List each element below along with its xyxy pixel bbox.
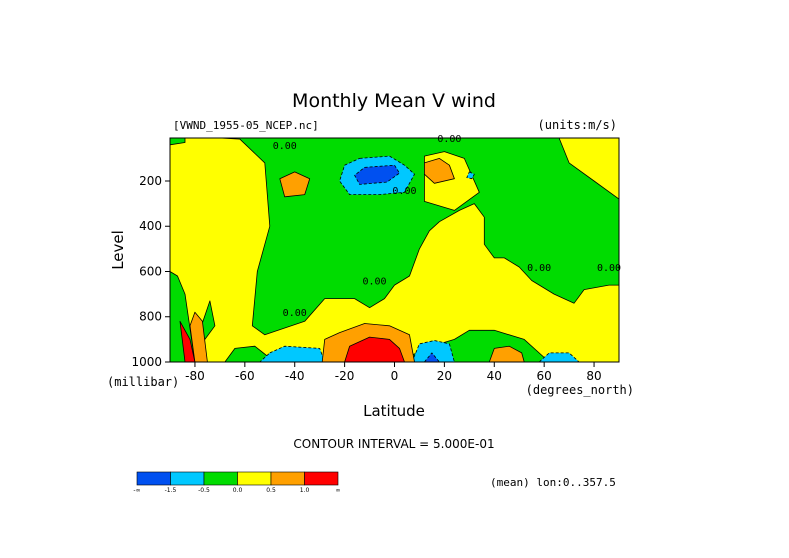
x-tick-label-4: 0 bbox=[391, 369, 399, 383]
contour-labels: 0.00 0.00 0.00 0.00 0.00 0.00 0.00 bbox=[273, 134, 621, 319]
colorbar-label-4: 0.5 bbox=[266, 487, 276, 494]
x-axis-unit: (degrees_north) bbox=[526, 383, 634, 397]
x-tick-label-2: -40 bbox=[285, 369, 305, 383]
contour-region-14 bbox=[423, 157, 455, 184]
chart-title: Monthly Mean V wind bbox=[292, 90, 496, 112]
y-tick-label-4: 1000 bbox=[131, 355, 162, 369]
colorbar-label-6: ∞ bbox=[336, 487, 341, 494]
contour-region-7 bbox=[354, 164, 400, 185]
contour-region-13 bbox=[279, 171, 311, 198]
colorbar-label-5: 1.0 bbox=[300, 487, 310, 494]
contour-region-12 bbox=[466, 171, 475, 180]
contour-label-4: 0.00 bbox=[283, 308, 307, 319]
x-tick-label-6: 40 bbox=[487, 369, 502, 383]
y-tick-label-1: 400 bbox=[139, 219, 162, 233]
contour-region-17 bbox=[189, 311, 208, 363]
x-axis-ticks: -80 -60 -40 -20 0 20 40 60 80 bbox=[185, 362, 602, 383]
x-tick-label-3: -20 bbox=[335, 369, 355, 383]
y-tick-label-2: 600 bbox=[139, 264, 162, 278]
y-axis-ticks: 200 400 600 800 1000 bbox=[131, 174, 170, 369]
x-tick-label-8: 80 bbox=[586, 369, 601, 383]
colorbar: -∞ -1.5 -0.5 0.0 0.5 1.0 ∞ bbox=[133, 471, 341, 494]
colorbar-swatch-5 bbox=[304, 471, 339, 486]
x-tick-label-5: 20 bbox=[437, 369, 452, 383]
colorbar-swatch-3 bbox=[237, 471, 272, 486]
contour-region-8 bbox=[259, 345, 326, 363]
y-axis-unit: (millibar) bbox=[107, 375, 179, 389]
y-tick-label-0: 200 bbox=[139, 174, 162, 188]
colorbar-label-3: 0.0 bbox=[233, 487, 243, 494]
subset-label: (mean) lon:0..357.5 bbox=[490, 476, 616, 489]
colorbar-label-0: -∞ bbox=[133, 487, 140, 494]
colorbar-label-1: -1.5 bbox=[165, 487, 177, 494]
colorbar-swatch-0 bbox=[136, 471, 171, 486]
x-tick-label-7: 60 bbox=[537, 369, 552, 383]
plot-area: 0.00 0.00 0.00 0.00 0.00 0.00 0.00 bbox=[169, 134, 621, 363]
contour-region-1 bbox=[169, 137, 620, 363]
contour-label-3: 0.00 bbox=[362, 277, 386, 288]
colorbar-swatch-4 bbox=[270, 471, 305, 486]
x-axis-label: Latitude bbox=[363, 402, 425, 420]
x-tick-label-0: -80 bbox=[185, 369, 205, 383]
colorbar-swatch-2 bbox=[203, 471, 238, 486]
dataset-label: [VWND_1955-05_NCEP.nc] bbox=[173, 119, 319, 132]
contour-label-0: 0.00 bbox=[437, 134, 461, 145]
contour-label-6: 0.00 bbox=[597, 263, 621, 274]
colorbar-label-2: -0.5 bbox=[198, 487, 210, 494]
contour-label-1: 0.00 bbox=[273, 141, 297, 152]
y-axis-label: Level bbox=[109, 230, 127, 270]
colorbar-swatch-1 bbox=[170, 471, 205, 486]
contour-label-2: 0.00 bbox=[392, 186, 416, 197]
y-tick-label-3: 800 bbox=[139, 310, 162, 324]
contour-label-5: 0.00 bbox=[527, 263, 551, 274]
x-tick-label-1: -60 bbox=[235, 369, 255, 383]
contour-fill-regions bbox=[169, 137, 620, 363]
units-label: (units:m/s) bbox=[538, 118, 617, 132]
contour-interval: CONTOUR INTERVAL = 5.000E-01 bbox=[293, 437, 494, 451]
